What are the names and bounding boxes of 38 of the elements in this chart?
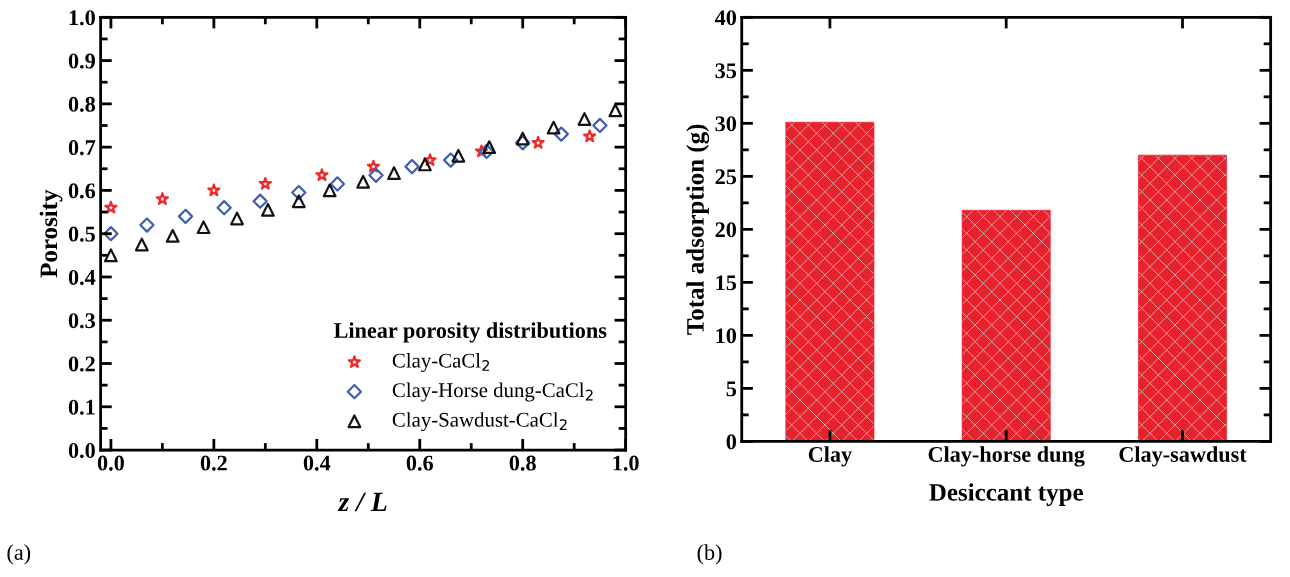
y-tick-label: 40: [714, 10, 737, 26]
x-tick-label: Clay: [808, 446, 852, 467]
y-tick-label: 0.4: [68, 269, 96, 285]
x-tick-label: Clay-horse dung: [928, 446, 1085, 467]
y-tick-label: 0.1: [68, 399, 95, 415]
x-tick-label: 0.4: [303, 455, 331, 471]
legend-label: Clay-CaCl$_{2}$: [392, 352, 490, 372]
y-tick-label: 35: [715, 63, 737, 79]
y-tick-label: 0.7: [68, 140, 96, 156]
x-tick-label: 0.8: [509, 455, 536, 471]
y-tick-label: 20: [715, 222, 737, 238]
y-tick-label: 0: [726, 434, 737, 450]
x-tick-label: 1.0: [613, 455, 639, 471]
y-tick-label: 1.0: [69, 10, 95, 26]
x-axis-title: Desiccant type: [929, 483, 1083, 506]
legend-label: Clay-Horse dung-CaCl$_{2}$: [392, 382, 593, 402]
text: (a): [7, 544, 31, 565]
y-tick-label: 0.6: [68, 183, 96, 199]
y-tick-label: 25: [715, 169, 737, 185]
x-tick-label: Clay-sawdust: [1119, 446, 1247, 467]
y-tick-label: 30: [715, 116, 737, 132]
legend-label: Clay-Sawdust-CaCl$_{2}$: [392, 412, 567, 432]
y-tick-label: 5: [726, 381, 737, 397]
x-tick-label: 0.6: [406, 455, 433, 471]
y-tick-label: 15: [716, 275, 737, 291]
y-tick-label: 10: [716, 328, 737, 344]
x-tick-label: 0.2: [200, 455, 227, 471]
text: (b): [697, 544, 722, 565]
y-tick-label: 0.5: [68, 226, 95, 242]
y-tick-label: 0.8: [68, 96, 96, 112]
y-axis-title: Total adsorption (g): [686, 124, 710, 335]
x-axis-title: z / L: [337, 492, 387, 512]
legend-title: Linear porosity distributions: [333, 322, 607, 343]
y-axis-title: Porosity: [39, 189, 63, 278]
x-tick-label: 0.0: [97, 455, 124, 471]
y-tick-label: 0.2: [68, 356, 95, 372]
y-tick-label: 0.3: [68, 313, 95, 329]
y-tick-label: 0.9: [68, 53, 95, 69]
